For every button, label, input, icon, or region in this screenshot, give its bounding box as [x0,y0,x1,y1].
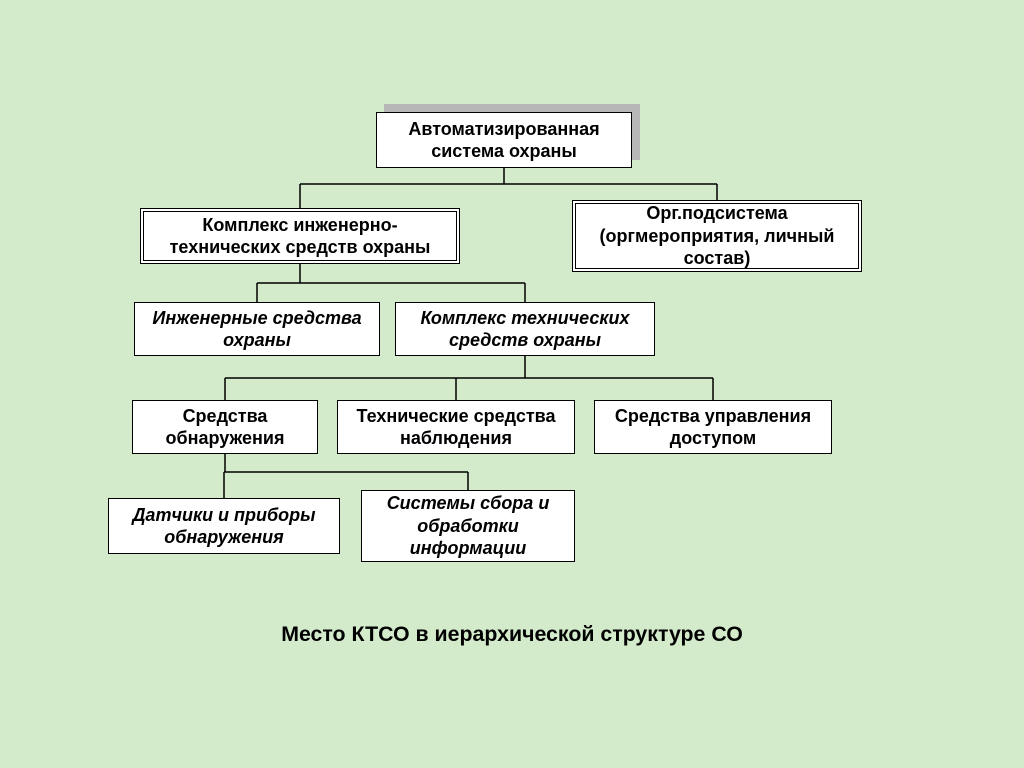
node-label-sensors: Датчики и приборыобнаружения [132,504,315,549]
node-label-collect: Системы сбора иобработкиинформации [387,492,550,560]
node-label-ktso: Комплекс техническихсредств охраны [420,307,629,352]
node-label-root: Автоматизированнаясистема охраны [408,118,599,163]
node-collect: Системы сбора иобработкиинформации [361,490,575,562]
node-detect: Средстваобнаружения [132,400,318,454]
node-sensors: Датчики и приборыобнаружения [108,498,340,554]
node-root: Автоматизированнаясистема охраны [376,112,632,168]
node-surv: Технические средстванаблюдения [337,400,575,454]
node-label-kits: Комплекс инженерно-технических средств о… [170,214,431,259]
diagram-caption: Место КТСО в иерархической структуре СО [0,622,1024,647]
node-label-surv: Технические средстванаблюдения [356,405,555,450]
node-org: Орг.подсистема(оргмероприятия, личныйсос… [572,200,862,272]
node-label-detect: Средстваобнаружения [166,405,285,450]
node-access: Средства управлениядоступом [594,400,832,454]
node-label-eng: Инженерные средстваохраны [152,307,361,352]
node-label-access: Средства управлениядоступом [615,405,811,450]
node-ktso: Комплекс техническихсредств охраны [395,302,655,356]
node-label-org: Орг.подсистема(оргмероприятия, личныйсос… [600,202,835,270]
node-eng: Инженерные средстваохраны [134,302,380,356]
node-kits: Комплекс инженерно-технических средств о… [140,208,460,264]
